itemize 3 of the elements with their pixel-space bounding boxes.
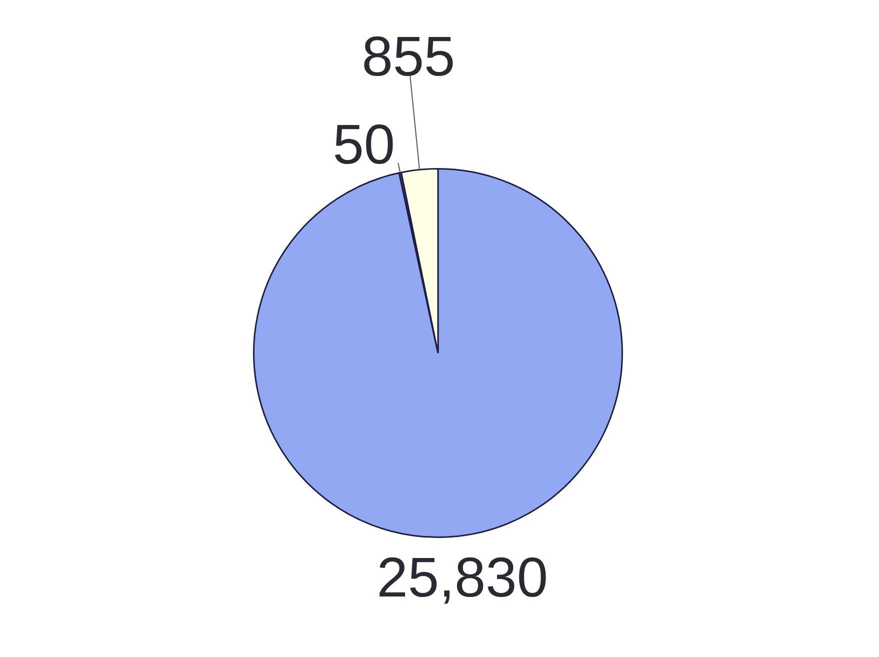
data-label: 25,830 xyxy=(376,545,548,608)
data-label: 50 xyxy=(332,112,396,176)
data-label: 855 xyxy=(362,24,456,88)
